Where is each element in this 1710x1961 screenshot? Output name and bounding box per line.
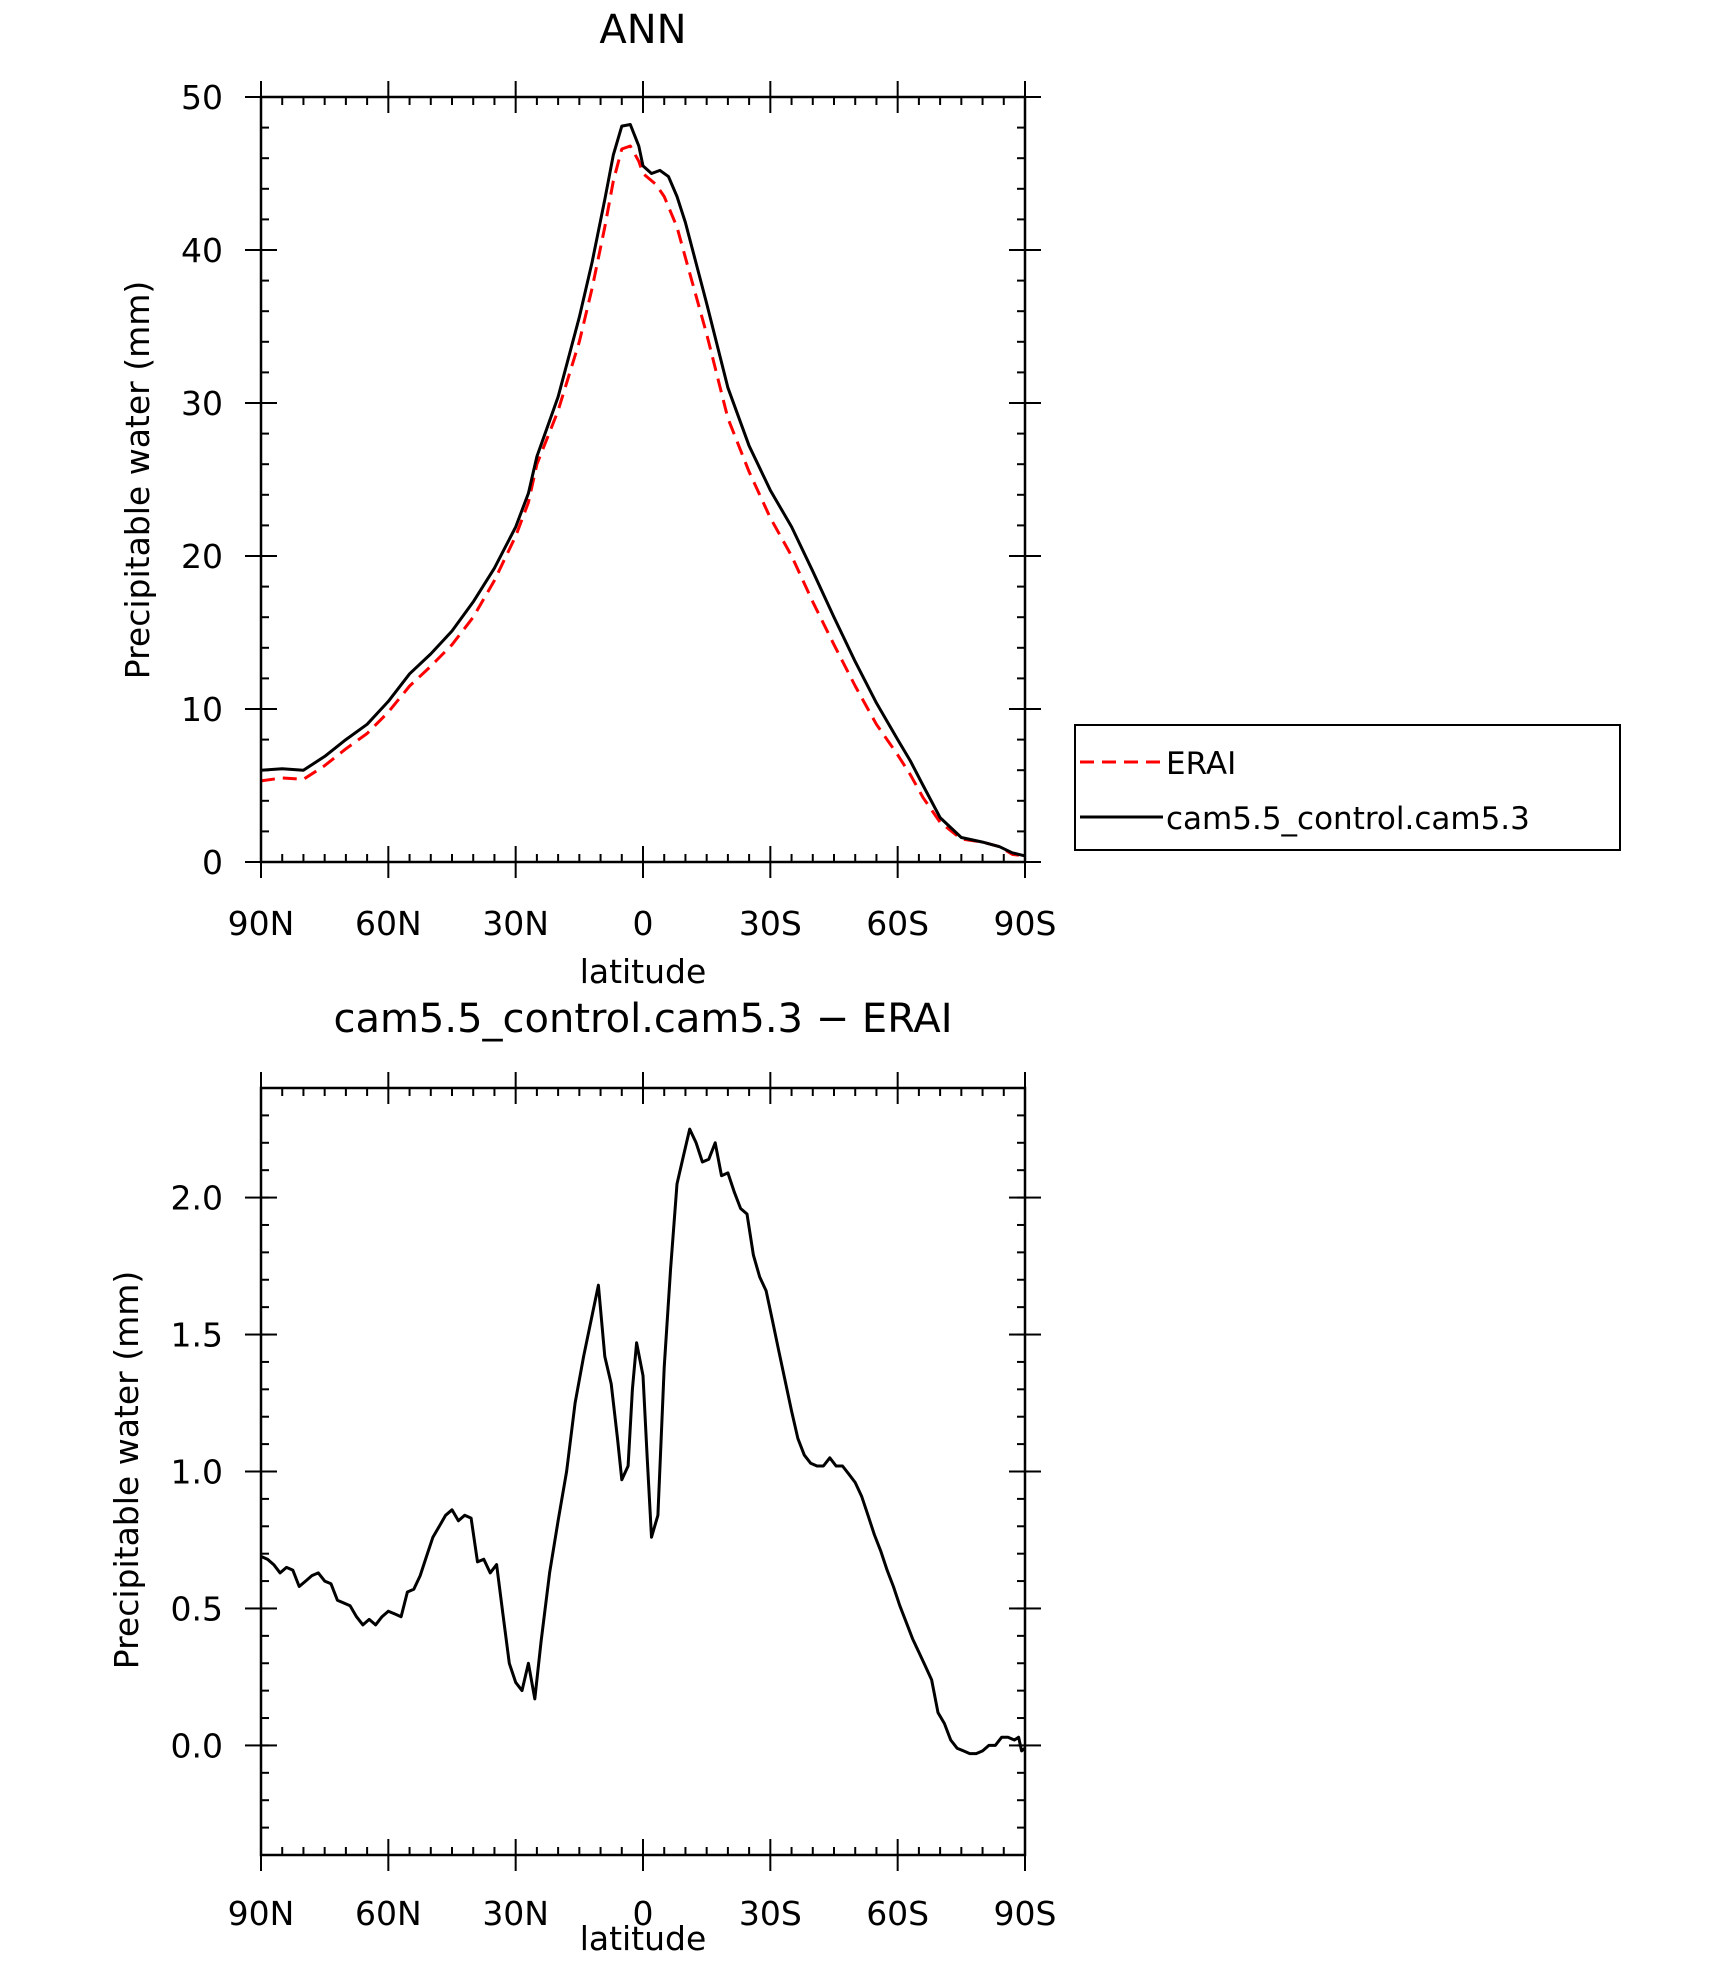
chart-panel-annual: ANN 90N 60N 30N 0 30S 60S 90S 0 10 20 30 40 50 lati… <box>118 7 1621 991</box>
chart-title: cam5.5_control.cam5.3 − ERAI <box>333 996 952 1042</box>
x-tick-label: 30N <box>482 1894 549 1933</box>
y-tick-label: 1.0 <box>171 1453 223 1492</box>
x-tick-label: 60S <box>866 904 929 943</box>
x-tick-label: 30S <box>739 1894 802 1933</box>
y-axis-label: Precipitable water (mm) <box>118 281 157 680</box>
y-tick-label: 20 <box>181 537 223 576</box>
tick-marks <box>245 81 1041 878</box>
x-axis-label: latitude <box>580 1919 707 1958</box>
legend-box <box>1074 724 1621 851</box>
x-tick-label: 30S <box>739 904 802 943</box>
y-tick-labels: 0.0 0.5 1.0 1.5 2.0 <box>171 1179 223 1766</box>
y-tick-label: 0.0 <box>171 1726 223 1765</box>
series-line-0 <box>260 144 1026 858</box>
series-line-0 <box>260 1127 1026 1756</box>
series-line-1 <box>260 123 1026 858</box>
x-tick-labels: 90N 60N 30N 0 30S 60S 90S <box>228 904 1057 943</box>
legend-label-erai: ERAI <box>1166 746 1236 782</box>
x-axis-label: latitude <box>580 952 707 991</box>
legend-label-cam: cam5.5_control.cam5.3 <box>1166 801 1530 837</box>
series-group <box>260 123 1026 858</box>
legend: ERAI cam5.5_control.cam5.3 <box>1074 724 1621 851</box>
y-tick-label: 1.5 <box>171 1316 223 1355</box>
y-tick-label: 40 <box>181 231 223 270</box>
tick-marks <box>245 1072 1041 1871</box>
x-tick-label: 90S <box>994 904 1057 943</box>
series-group <box>260 1127 1026 1756</box>
x-tick-label: 60N <box>355 904 422 943</box>
y-axis-label: Precipitable water (mm) <box>107 1271 146 1670</box>
plot-frame <box>259 1086 1027 1857</box>
x-tick-label: 0 <box>633 904 654 943</box>
y-tick-label: 0.5 <box>171 1589 223 1628</box>
x-tick-label: 0 <box>633 1894 654 1933</box>
x-tick-label: 60S <box>866 1894 929 1933</box>
x-tick-label: 90N <box>228 904 295 943</box>
y-tick-label: 30 <box>181 384 223 423</box>
x-tick-label: 30N <box>482 904 549 943</box>
y-tick-label: 0 <box>202 843 223 882</box>
x-tick-label: 90S <box>994 1894 1057 1933</box>
y-tick-label: 50 <box>181 78 223 117</box>
y-tick-labels: 0 10 20 30 40 50 <box>181 78 223 882</box>
plot-frame <box>259 95 1027 864</box>
y-tick-label: 10 <box>181 690 223 729</box>
x-tick-label: 90N <box>228 1894 295 1933</box>
chart-panel-difference: cam5.5_control.cam5.3 − ERAI 90N 60N 30N 0 3… <box>107 996 1056 1958</box>
y-tick-label: 2.0 <box>171 1179 223 1218</box>
x-tick-labels: 90N 60N 30N 0 30S 60S 90S <box>228 1894 1057 1933</box>
x-tick-label: 60N <box>355 1894 422 1933</box>
chart-title: ANN <box>599 7 686 53</box>
